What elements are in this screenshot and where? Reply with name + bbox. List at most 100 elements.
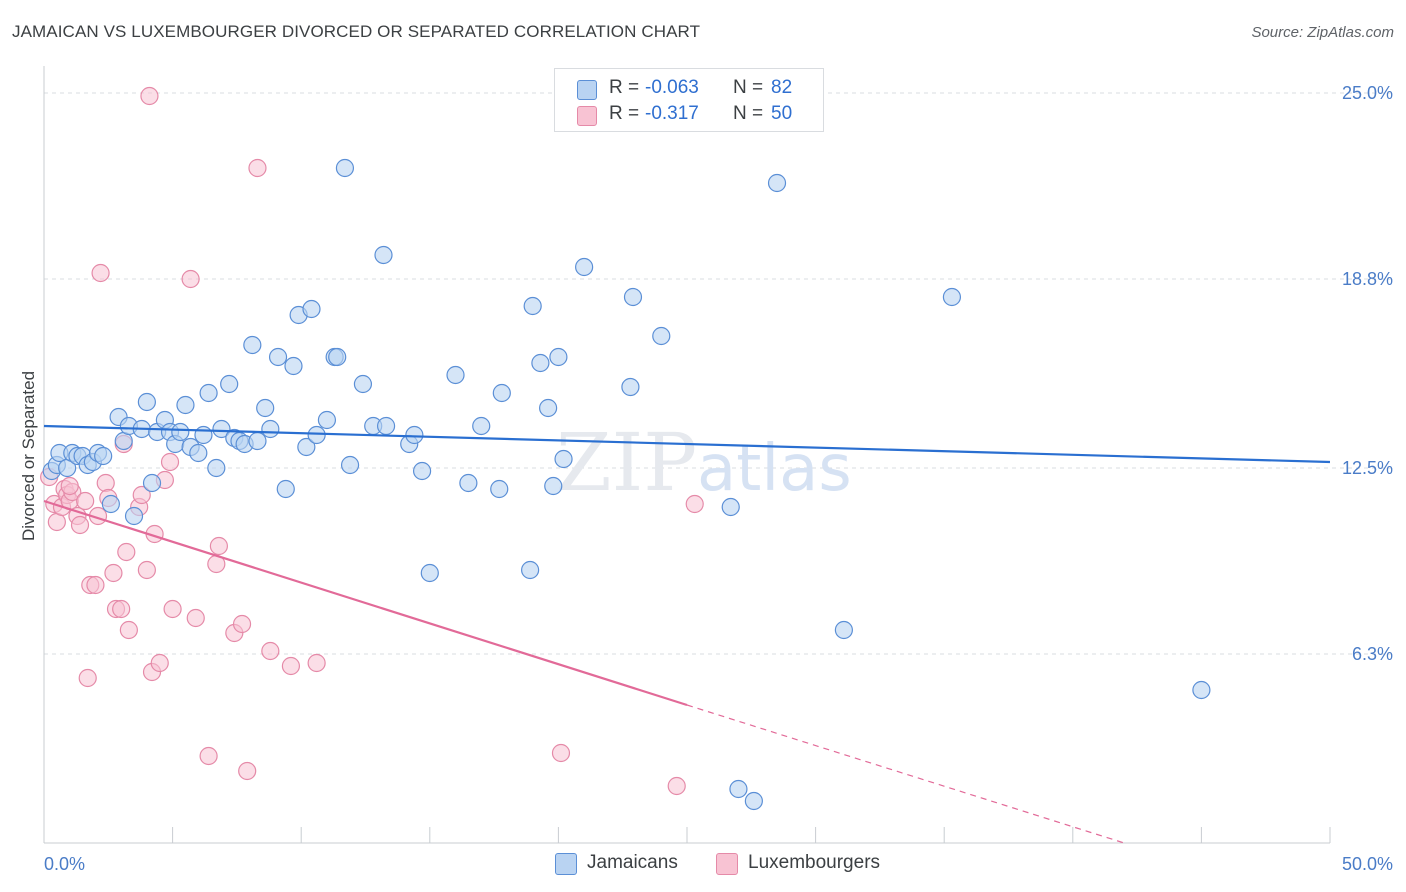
jamaican-point	[94, 446, 113, 466]
luxembourger-point	[181, 269, 200, 289]
bottom-legend-label-jamaicans: Jamaicans	[587, 852, 678, 873]
jamaican-point	[531, 353, 550, 373]
luxembourger-point	[140, 86, 159, 106]
jamaican-point	[124, 506, 144, 526]
jamaicans-points	[42, 158, 1211, 811]
luxembourger-point	[104, 563, 123, 583]
luxembourger-point	[199, 746, 218, 766]
jamaican-point	[523, 296, 542, 316]
jamaican-point	[189, 443, 208, 463]
legend-r-label: R =	[609, 103, 640, 124]
jamaican-point	[721, 497, 740, 517]
jamaican-point	[142, 473, 162, 493]
luxembourger-point	[78, 668, 97, 688]
luxembourger-point	[137, 560, 156, 580]
legend-r-value: -0.063	[645, 77, 699, 98]
tick-labels: 6.3% 12.5% 18.8% 25.0% 0.0% 50.0%	[44, 83, 1393, 874]
jamaicans-trend-line	[43, 424, 1331, 464]
luxembourger-point	[667, 776, 686, 796]
jamaican-point	[248, 431, 267, 451]
jamaican-point	[353, 374, 373, 394]
jamaican-point	[1192, 680, 1211, 700]
jamaican-point	[744, 791, 763, 811]
jamaican-point	[374, 245, 393, 265]
luxembourger-point	[86, 575, 105, 595]
legend-r-label: R =	[609, 77, 640, 98]
jamaican-point	[194, 425, 213, 445]
luxembourger-point	[119, 620, 138, 640]
jamaican-point	[101, 494, 120, 514]
legend-swatch-jamaicans	[577, 80, 597, 100]
jamaican-point	[544, 476, 563, 496]
jamaican-point	[539, 398, 558, 418]
luxembourger-point	[307, 653, 326, 673]
luxembourger-point	[248, 158, 267, 178]
jamaican-point	[176, 395, 195, 415]
axes	[43, 66, 1331, 844]
y-tick-label: 6.3%	[1352, 644, 1393, 664]
jamaican-point	[942, 287, 962, 307]
luxembourger-point	[232, 614, 252, 634]
legend-n-label: N =	[733, 77, 764, 98]
luxembourger-point	[150, 653, 169, 673]
jamaican-point	[335, 158, 355, 178]
luxembourger-point	[112, 599, 131, 619]
luxembourger-point	[163, 599, 182, 619]
jamaican-point	[521, 560, 540, 580]
jamaican-point	[459, 473, 478, 493]
luxembourger-point	[132, 485, 151, 505]
jamaican-point	[767, 173, 787, 193]
jamaican-point	[328, 347, 347, 367]
luxembourger-point	[160, 452, 180, 472]
jamaican-point	[420, 563, 439, 583]
luxembourger-point	[261, 641, 280, 661]
jamaican-point	[199, 383, 218, 403]
legend-n-value: 82	[771, 77, 793, 98]
x-tick-label-max: 50.0%	[1342, 854, 1393, 874]
y-tick-label: 12.5%	[1342, 458, 1393, 478]
chart-title: JAMAICAN VS LUXEMBOURGER DIVORCED OR SEP…	[12, 22, 701, 41]
bottom-legend-label-luxembourgers: Luxembourgers	[748, 852, 881, 873]
source-note: Source: ZipAtlas.com	[1251, 24, 1394, 41]
luxembourger-point	[186, 608, 205, 628]
jamaican-point	[834, 620, 853, 640]
jamaican-point	[256, 398, 275, 418]
luxembourger-point	[281, 656, 301, 676]
bottom-legend-swatch-luxembourgers	[716, 853, 738, 875]
jamaican-point	[297, 437, 316, 457]
jamaican-point	[137, 392, 156, 412]
jamaican-point	[340, 455, 360, 475]
luxembourger-point	[117, 542, 136, 562]
jamaican-point	[446, 365, 465, 385]
gridlines	[44, 92, 1392, 655]
luxembourger-point	[70, 515, 90, 535]
y-tick-label: 18.8%	[1342, 269, 1393, 289]
jamaican-point	[284, 356, 303, 376]
jamaican-point	[317, 410, 337, 430]
jamaican-point	[212, 419, 231, 439]
stats-legend: R = -0.063 N = 82 R = -0.317 N = 50	[554, 68, 824, 132]
watermark-zip: ZIP	[556, 416, 697, 509]
jamaican-point	[376, 416, 396, 436]
luxembourger-point	[76, 491, 95, 511]
trend-lines	[43, 424, 1331, 844]
luxembourgers-trend-line	[43, 499, 688, 707]
luxembourger-point	[91, 263, 110, 283]
y-axis-label: Divorced or Separated	[19, 371, 38, 541]
luxembourger-point	[209, 536, 228, 556]
jamaican-point	[302, 299, 321, 319]
jamaican-point	[621, 377, 640, 397]
jamaican-point	[472, 416, 491, 436]
legend-r-value: -0.317	[645, 103, 699, 124]
bottom-legend-swatch-jamaicans	[555, 853, 577, 875]
luxembourger-point	[685, 494, 704, 514]
jamaican-point	[652, 326, 671, 346]
y-tick-label: 25.0%	[1342, 83, 1393, 103]
watermark-atlas: atlas	[697, 432, 852, 506]
jamaican-point	[268, 347, 288, 367]
jamaican-point	[405, 425, 424, 445]
jamaican-point	[492, 383, 511, 403]
luxembourger-point	[551, 743, 571, 763]
jamaican-point	[554, 449, 573, 469]
